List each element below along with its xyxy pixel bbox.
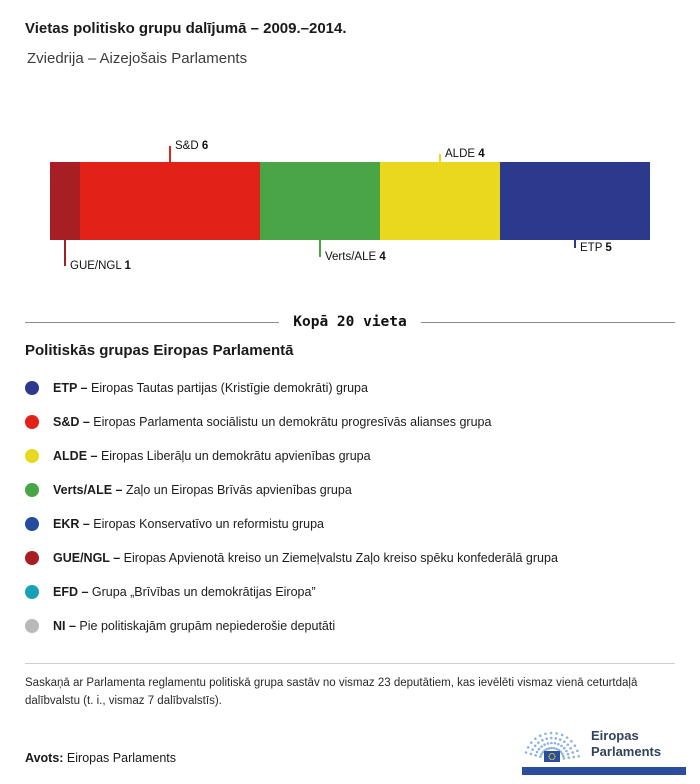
source-label: Avots: (25, 751, 64, 765)
bar-segment-etp (500, 162, 650, 240)
footnote-text: Saskaņā ar Parlamenta reglamentu politis… (25, 677, 638, 707)
segment-label-tick (64, 240, 66, 266)
legend-item-ekr: EKR – Eiropas Konservatīvo un reformistu… (25, 507, 680, 541)
legend-item-label: Verts/ALE – Zaļo un Eiropas Brīvās apvie… (53, 483, 352, 497)
legend-item-label: EFD – Grupa „Brīvības un demokrātijas Ei… (53, 585, 316, 599)
bar-segment-s-d (80, 162, 260, 240)
bar-segment-gue-ngl (50, 162, 80, 240)
legend-heading: Politiskās grupas Eiropas Parlamentā (25, 342, 294, 359)
ep-logo-line2: Parlaments (591, 744, 662, 759)
page-title: Vietas politisko grupu dalījumā – 2009.–… (25, 20, 347, 37)
bar-segment-alde (380, 162, 500, 240)
segment-label-tick (169, 146, 171, 162)
segment-label-tick (319, 240, 321, 257)
legend-item-label: S&D – Eiropas Parlamenta sociālistu un d… (53, 415, 492, 429)
ep-logo-line1: Eiropas (591, 727, 639, 743)
ep-logo-text: Eiropas Parlaments (591, 728, 661, 761)
legend-list: ETP – Eiropas Tautas partijas (Kristīgie… (25, 371, 680, 643)
segment-label: GUE/NGL 1 (70, 260, 131, 272)
legend-item-ni: NI – Pie politiskajām grupām nepiederoši… (25, 609, 680, 643)
bar-segment-verts-ale (260, 162, 380, 240)
legend-color-dot (25, 381, 39, 395)
footnote-separator (25, 663, 675, 664)
legend-item-alde: ALDE – Eiropas Liberāļu un demokrātu apv… (25, 439, 680, 473)
source-value-text: Eiropas Parlaments (66, 751, 176, 765)
seat-bar (50, 162, 650, 240)
legend-item-label: GUE/NGL – Eiropas Apvienotā kreiso un Zi… (53, 551, 558, 565)
legend-item-s-d: S&D – Eiropas Parlamenta sociālistu un d… (25, 405, 680, 439)
legend-color-dot (25, 415, 39, 429)
segment-label: Verts/ALE 4 (325, 251, 386, 263)
divider-line-right (420, 321, 675, 323)
legend-color-dot (25, 483, 39, 497)
divider-line-left (25, 321, 280, 323)
ep-logo-icon (524, 731, 581, 762)
total-seats-label: Kopā 20 vieta (293, 314, 407, 330)
source-line: Avots: Eiropas Parlaments (25, 751, 176, 765)
page-subtitle: Zviedrija – Aizejošais Parlaments (27, 50, 248, 67)
segment-label-tick (439, 154, 441, 162)
ep-logo-bar (522, 767, 686, 775)
legend-item-gue-ngl: GUE/NGL – Eiropas Apvienotā kreiso un Zi… (25, 541, 680, 575)
legend-item-label: EKR – Eiropas Konservatīvo un reformistu… (53, 517, 324, 531)
legend-item-verts-ale: Verts/ALE – Zaļo un Eiropas Brīvās apvie… (25, 473, 680, 507)
legend-item-efd: EFD – Grupa „Brīvības un demokrātijas Ei… (25, 575, 680, 609)
segment-label: S&D 6 (175, 140, 209, 152)
legend-item-label: ETP – Eiropas Tautas partijas (Kristīgie… (53, 381, 368, 395)
legend-item-label: ALDE – Eiropas Liberāļu un demokrātu apv… (53, 449, 371, 463)
ep-logo-row: Eiropas Parlaments (522, 724, 686, 764)
legend-color-dot (25, 449, 39, 463)
legend-color-dot (25, 619, 39, 633)
legend-color-dot (25, 585, 39, 599)
segment-label-tick (574, 240, 576, 248)
total-seats-divider: Kopā 20 vieta (25, 314, 675, 330)
legend-color-dot (25, 517, 39, 531)
segment-label: ALDE 4 (445, 148, 485, 160)
legend-color-dot (25, 551, 39, 565)
ep-logo: Eiropas Parlaments (522, 724, 686, 775)
legend-item-label: NI – Pie politiskajām grupām nepiederoši… (53, 619, 336, 633)
seat-chart: GUE/NGL 1 S&D 6 Verts/ALE 4 ALDE 4 ETP 5 (50, 130, 650, 282)
legend-item-etp: ETP – Eiropas Tautas partijas (Kristīgie… (25, 371, 680, 405)
segment-label: ETP 5 (580, 242, 612, 254)
